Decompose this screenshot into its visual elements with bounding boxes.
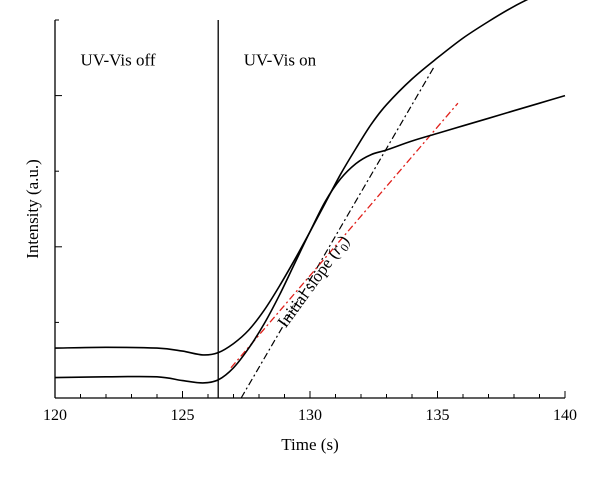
- x-tick-label: 130: [298, 407, 322, 424]
- x-axis-title: Time (s): [281, 435, 338, 454]
- axes: [54, 20, 565, 399]
- initial-slope-fit-line-2: [230, 102, 459, 369]
- plot-content: [54, 0, 566, 399]
- annotation-uvvis-off: UV-Vis off: [81, 50, 156, 69]
- x-ticks: 120 125 130 135 140: [43, 391, 577, 424]
- x-tick-label: 140: [553, 407, 577, 424]
- y-axis-title: Intensity (a.u.): [23, 159, 42, 259]
- x-tick-label: 135: [426, 407, 450, 424]
- initial-slope-fit-line-1: [240, 65, 436, 399]
- x-tick-label: 120: [43, 407, 67, 424]
- slope-label-prefix: Initial slope (: [273, 246, 342, 331]
- x-tick-label: 125: [171, 407, 195, 424]
- y-ticks: [55, 19, 62, 399]
- annotation-uvvis-on: UV-Vis on: [244, 50, 317, 69]
- intensity-curve-2: [54, 94, 566, 384]
- annotations: UV-Vis off UV-Vis on: [81, 50, 317, 69]
